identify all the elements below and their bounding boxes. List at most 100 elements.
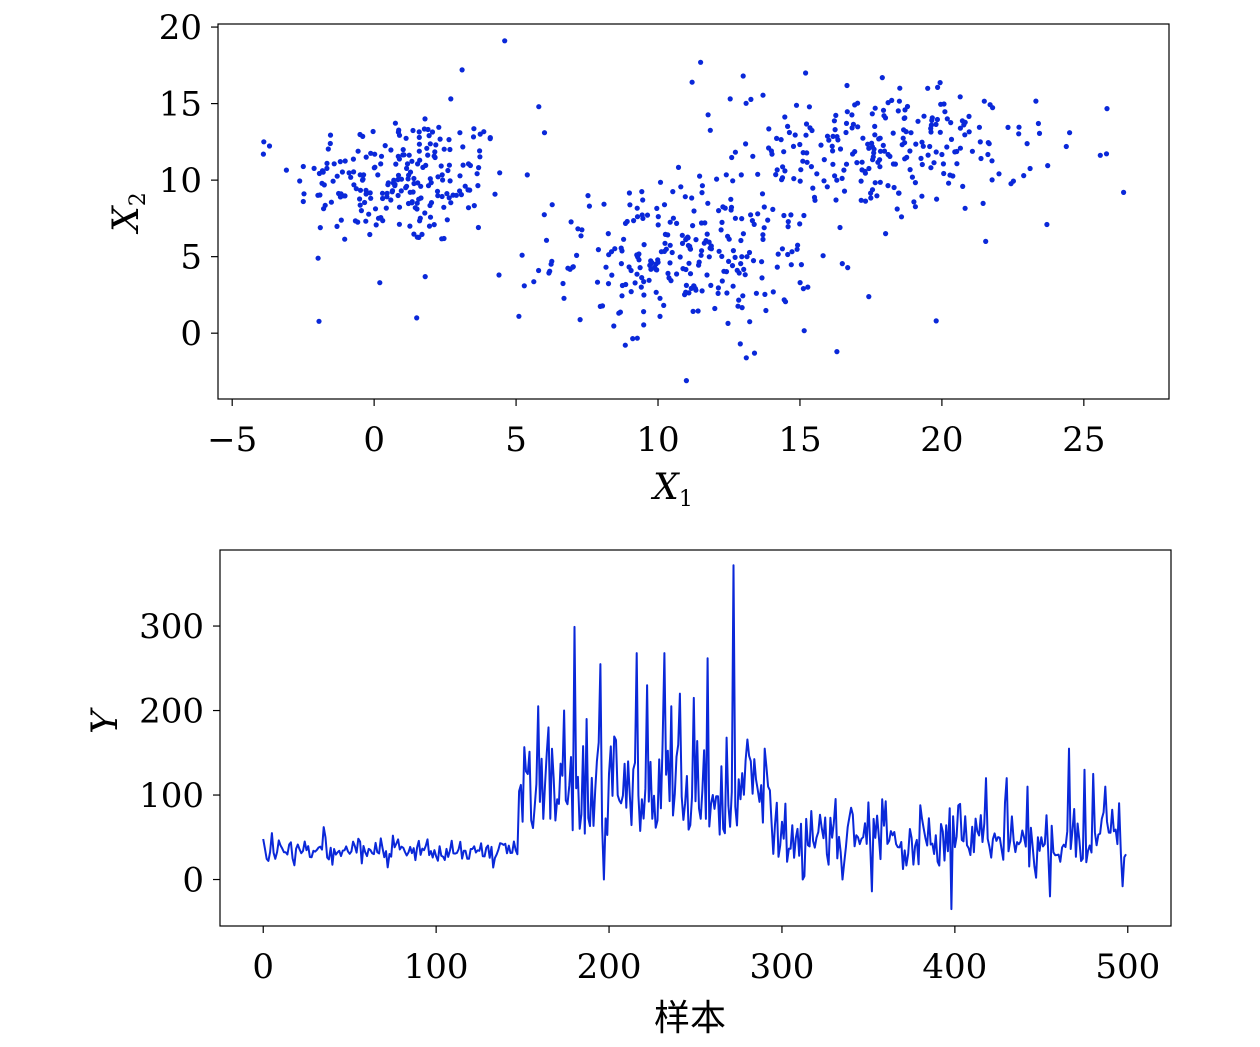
scatter-point (921, 113, 927, 119)
scatter-point (665, 270, 671, 276)
scatter-point (834, 177, 840, 183)
scatter-point (769, 151, 775, 157)
scatter-point (797, 280, 803, 286)
scatter-point (920, 143, 926, 149)
scatter-point (471, 203, 477, 209)
scatter-point (904, 103, 911, 110)
scatter-point (355, 148, 361, 154)
scatter-point (1010, 178, 1017, 184)
scatter-point (877, 164, 883, 170)
scatter-point (868, 195, 874, 201)
scatter-point (368, 195, 374, 201)
scatter-point (775, 251, 781, 257)
scatter-point (618, 245, 624, 251)
scatter-point (723, 172, 729, 178)
scatter-point (367, 231, 373, 238)
scatter-point (705, 112, 711, 118)
scatter-point (876, 136, 882, 142)
scatter-point (830, 148, 836, 154)
scatter-point (392, 120, 398, 126)
scatter-point (809, 127, 815, 134)
scatter-point (447, 146, 453, 153)
scatter-point (398, 176, 405, 182)
scatter-point (1036, 130, 1043, 136)
scatter-point (785, 219, 791, 225)
scatter-point (366, 211, 372, 217)
scatter-point (810, 185, 816, 191)
scatter-point (411, 175, 417, 182)
scatter-point (619, 293, 625, 299)
scatter-point (937, 80, 943, 86)
scatter-point (622, 342, 628, 348)
scatter-point (896, 190, 902, 196)
scatter-point (785, 224, 791, 230)
scatter-point (821, 178, 827, 184)
scatter-point (417, 218, 423, 224)
scatter-point (618, 261, 625, 267)
scatter-point (424, 145, 430, 151)
scatter-point (475, 183, 481, 189)
scatter-point (429, 129, 436, 135)
scatter-point (940, 161, 947, 167)
line-x-tick-label: 400 (922, 947, 987, 987)
scatter-point (962, 132, 968, 138)
scatter-point (662, 240, 668, 246)
scatter-point (892, 161, 899, 167)
scatter-point (641, 279, 647, 285)
scatter-point (734, 267, 740, 273)
scatter-point (372, 151, 378, 157)
scatter-point (634, 205, 640, 211)
scatter-point (611, 323, 617, 329)
scatter-point (1016, 131, 1022, 137)
scatter-point (657, 313, 663, 319)
scatter-point (811, 194, 818, 200)
scatter-point (748, 212, 754, 218)
scatter-point (453, 192, 459, 198)
scatter-point (697, 173, 703, 179)
scatter-point (693, 237, 699, 243)
scatter-point (690, 308, 696, 314)
line-panel: 0 100 200 300 400 500 0 100 200 300 样本 Y (85, 549, 1172, 1039)
scatter-point (966, 129, 972, 135)
scatter-point (565, 265, 571, 271)
scatter-point (605, 281, 612, 287)
scatter-point (667, 260, 673, 266)
scatter-point (423, 162, 429, 168)
scatter-point (701, 240, 707, 246)
scatter-point (471, 126, 477, 132)
scatter-point (957, 125, 964, 131)
scatter-point (962, 205, 968, 211)
scatter-point (674, 220, 680, 226)
scatter-point (797, 221, 803, 227)
scatter-point (818, 142, 824, 148)
scatter-point (425, 183, 432, 189)
scatter-point (900, 135, 906, 141)
scatter-point (989, 177, 995, 183)
scatter-point (729, 263, 736, 269)
scatter-point (803, 70, 809, 76)
scatter-point (324, 165, 330, 171)
scatter-point (418, 195, 424, 201)
scatter-point (779, 175, 786, 181)
scatter-point (839, 175, 845, 181)
scatter-point (782, 114, 788, 120)
scatter-x-ticks: −5 0 5 10 15 20 25 (207, 399, 1105, 460)
scatter-point (889, 97, 895, 103)
scatter-point (404, 161, 411, 167)
scatter-point (691, 208, 697, 214)
scatter-point (779, 246, 786, 252)
scatter-point (427, 141, 433, 147)
line-plot-frame (219, 549, 1172, 927)
scatter-point (877, 148, 884, 154)
scatter-point (317, 192, 323, 198)
scatter-point (465, 187, 471, 193)
scatter-point (869, 111, 875, 117)
scatter-point (919, 161, 925, 168)
scatter-point (342, 193, 348, 199)
scatter-point (685, 234, 691, 240)
scatter-point (862, 198, 869, 204)
scatter-point (395, 192, 401, 199)
scatter-point (577, 317, 583, 323)
scatter-point (541, 212, 547, 218)
scatter-point (753, 290, 760, 296)
